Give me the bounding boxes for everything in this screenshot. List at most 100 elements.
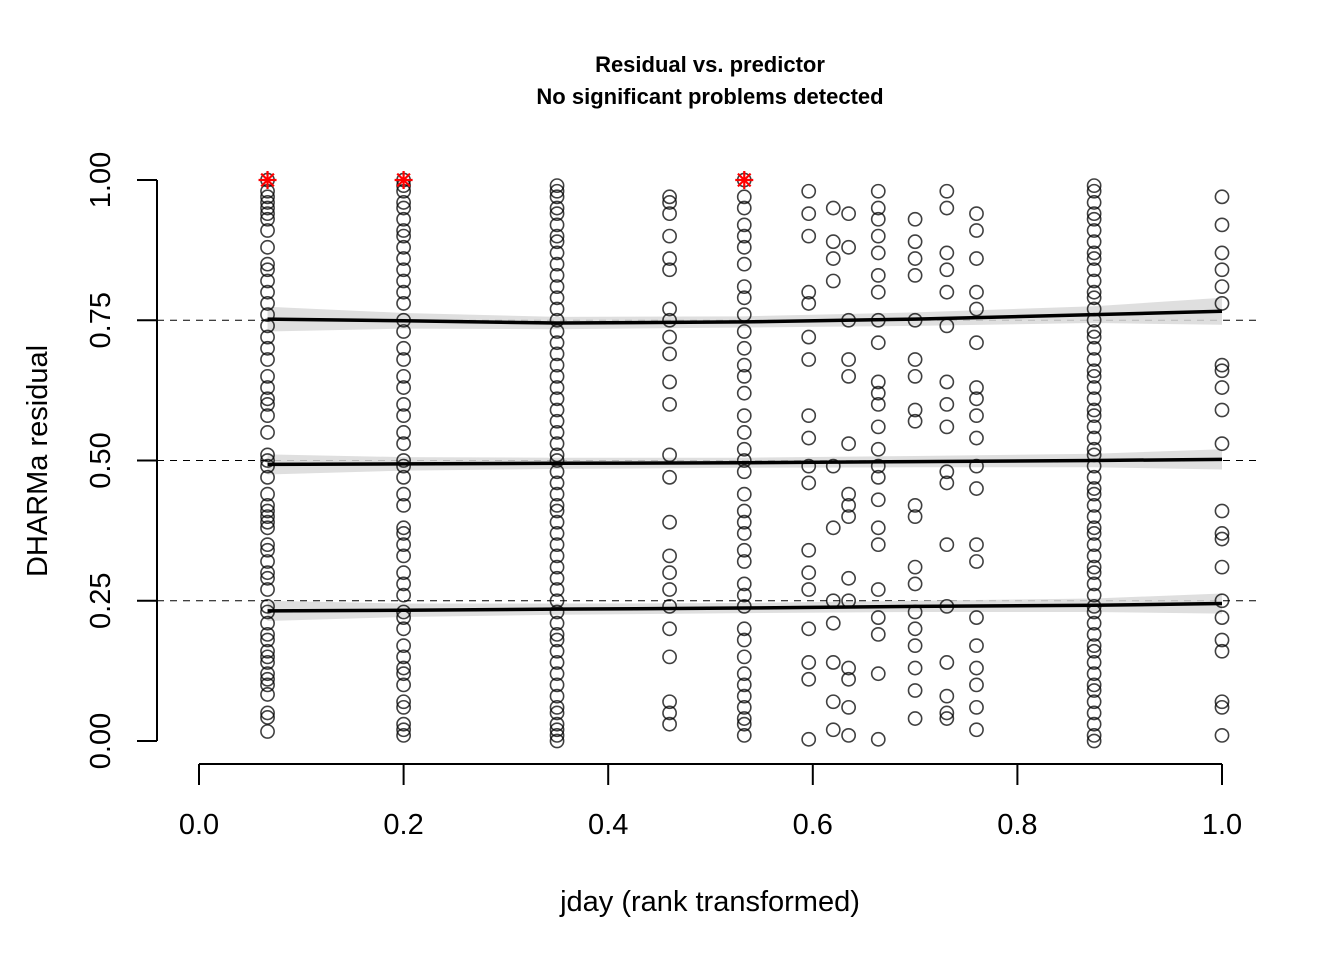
residual-point — [549, 413, 565, 429]
quantile-fit-line-q0.75 — [267, 309, 1223, 325]
residual-point — [736, 486, 752, 502]
residual-point — [396, 587, 411, 603]
residual-point — [841, 509, 857, 524]
residual-point — [1086, 655, 1102, 670]
y-tick-label: 0.25 — [85, 573, 117, 629]
residual-point — [1214, 593, 1230, 609]
residual-point — [549, 475, 565, 491]
residual-point — [549, 312, 565, 328]
residual-point — [870, 245, 886, 261]
residual-point — [870, 284, 886, 300]
residual-point — [549, 643, 565, 659]
residual-point — [969, 638, 984, 654]
residual-point — [939, 705, 955, 721]
residual-point — [801, 183, 817, 199]
residual-point — [736, 385, 752, 401]
residual-point — [662, 621, 677, 637]
residual-point — [396, 638, 411, 654]
residual-point — [260, 627, 275, 642]
residual-point — [939, 262, 955, 278]
residual-point — [870, 537, 886, 553]
residual-point — [260, 710, 275, 725]
residual-point — [260, 486, 275, 502]
residual-point — [969, 223, 984, 238]
residual-point — [549, 559, 565, 575]
residual-point — [1086, 638, 1102, 654]
residual-point — [260, 724, 275, 739]
residual-point — [549, 486, 565, 502]
residual-point — [939, 284, 955, 300]
residual-point — [549, 256, 565, 272]
residual-point — [736, 666, 752, 682]
residual-point — [825, 615, 841, 631]
residual-point — [1214, 526, 1230, 541]
residual-point — [1086, 234, 1102, 250]
residual-point — [260, 542, 275, 558]
residual-point — [939, 688, 955, 704]
residual-point — [939, 537, 955, 553]
residual-point — [736, 200, 752, 216]
residual-point — [396, 621, 411, 637]
residual-point — [801, 430, 817, 446]
residual-point — [1214, 632, 1230, 648]
residual-point — [736, 290, 752, 306]
residual-point — [260, 565, 275, 581]
residual-point — [549, 436, 565, 452]
residual-point — [549, 655, 565, 670]
residual-point — [549, 290, 565, 306]
residual-point — [260, 206, 275, 222]
residual-point — [801, 671, 817, 687]
residual-point — [870, 458, 886, 474]
residual-point — [396, 649, 411, 665]
residual-point — [736, 228, 752, 244]
outlier-star-stroke — [737, 172, 752, 188]
residual-point — [549, 368, 565, 384]
residual-point — [396, 537, 411, 553]
residual-point — [260, 570, 275, 586]
residual-point — [549, 267, 565, 283]
residual-point — [1214, 694, 1230, 710]
residual-point — [549, 716, 565, 732]
residual-point — [396, 520, 411, 536]
residual-point — [969, 481, 984, 496]
residual-point — [907, 576, 923, 592]
residual-point — [396, 340, 411, 356]
residual-point — [260, 408, 275, 424]
residual-point — [801, 621, 817, 637]
residual-point — [1214, 189, 1230, 205]
residual-point — [260, 671, 275, 687]
residual-point — [939, 396, 955, 412]
residual-point — [549, 279, 565, 294]
x-tick-label: 0.2 — [383, 809, 423, 841]
residual-point — [969, 206, 984, 222]
residual-point — [1086, 329, 1102, 345]
residual-point — [396, 699, 411, 715]
residual-point — [870, 492, 886, 508]
residual-point — [825, 234, 841, 250]
residual-point — [736, 514, 752, 530]
residual-point — [969, 391, 984, 407]
residual-point — [841, 660, 857, 676]
residual-point — [801, 565, 817, 581]
residual-point — [939, 183, 955, 199]
residual-point — [870, 211, 886, 227]
residual-point — [260, 453, 275, 468]
residual-point — [736, 587, 752, 603]
residual-point — [1086, 497, 1102, 513]
residual-point — [736, 542, 752, 558]
residual-point — [1214, 503, 1230, 519]
residual-point — [549, 733, 565, 749]
residual-point — [939, 475, 955, 491]
residual-point — [396, 526, 411, 541]
residual-point — [662, 195, 677, 210]
residual-point — [1086, 340, 1102, 356]
residual-point — [841, 368, 857, 384]
residual-point — [549, 206, 565, 222]
residual-point — [549, 402, 565, 418]
residual-point — [736, 279, 752, 294]
residual-point — [907, 621, 923, 637]
residual-point — [260, 615, 275, 631]
residual-point — [662, 312, 677, 328]
residual-point — [260, 469, 275, 485]
residual-point — [1086, 419, 1102, 435]
